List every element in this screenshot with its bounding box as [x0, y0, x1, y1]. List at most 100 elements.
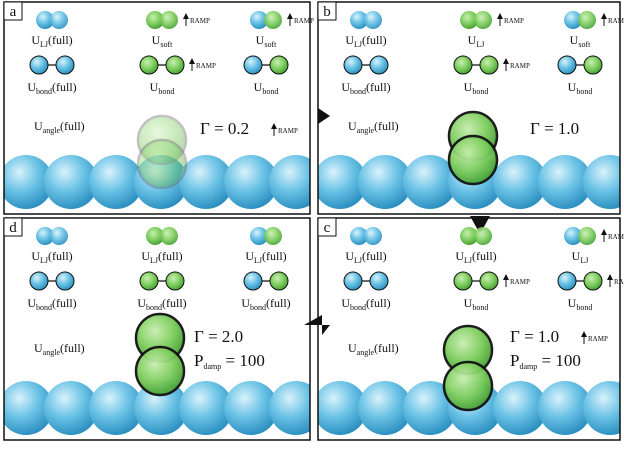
bond-bead — [479, 55, 499, 75]
substrate — [318, 381, 620, 435]
bond-bead — [29, 55, 49, 75]
subscript: angle — [43, 126, 61, 135]
suffix: (full) — [52, 80, 77, 94]
symbol: U — [137, 296, 146, 310]
symbol: U — [464, 296, 473, 310]
suffix: = 100 — [221, 351, 265, 370]
pair-sphere — [350, 11, 368, 29]
subscript: bond — [576, 303, 592, 312]
subscript: angle — [43, 348, 61, 357]
suffix: (full) — [158, 249, 183, 263]
substrate-sphere — [44, 155, 98, 209]
gamma: Γ = 1.0 — [510, 327, 559, 346]
label: Ubond — [254, 80, 279, 96]
gamma: Γ = 1.0 — [530, 119, 579, 138]
symbol: U — [568, 296, 577, 310]
pair-sphere — [364, 227, 382, 245]
label: Uangle(full) — [34, 341, 85, 357]
suffix: (full) — [266, 296, 291, 310]
label: ULJ(full) — [345, 249, 386, 265]
symbol: U — [345, 33, 354, 47]
substrate-sphere — [4, 381, 53, 435]
pair-sphere — [578, 227, 596, 245]
bond-bead — [369, 271, 389, 291]
subscript: soft — [160, 40, 173, 49]
symbol: U — [572, 249, 581, 263]
ramp-label: RAMP — [294, 17, 314, 25]
bond-bead — [269, 271, 289, 291]
polymer-bead — [447, 134, 499, 186]
ramp-label: RAMP — [510, 278, 530, 286]
symbol: U — [256, 33, 265, 47]
label: Pdamp = 100 — [510, 351, 581, 371]
label: Usoft — [152, 33, 173, 49]
pair-sphere — [146, 11, 164, 29]
subscript: bond — [350, 303, 366, 312]
polymer-bead — [136, 138, 188, 190]
bond-bead — [343, 55, 363, 75]
substrate-sphere — [224, 381, 278, 435]
ramp-label: RAMP — [614, 278, 624, 286]
label: Ubond — [568, 80, 593, 96]
subscript: LJ — [40, 40, 48, 49]
symbol: U — [348, 119, 357, 133]
substrate-sphere — [134, 381, 188, 435]
pair-sphere — [36, 227, 54, 245]
symbol: U — [34, 341, 43, 355]
pair-sphere — [250, 11, 268, 29]
flow-arrow — [304, 315, 330, 335]
subscript: LJ — [354, 40, 362, 49]
panel-letter: a — [10, 4, 17, 20]
suffix: = 100 — [537, 351, 581, 370]
subscript: LJ — [464, 256, 472, 265]
label: Ubond(full) — [341, 296, 390, 312]
symbol: U — [31, 33, 40, 47]
subscript: soft — [578, 40, 591, 49]
substrate-sphere — [44, 381, 98, 435]
substrate-sphere — [89, 381, 143, 435]
subscript: bond — [576, 87, 592, 96]
suffix: (full) — [366, 296, 391, 310]
pair-sphere — [578, 11, 596, 29]
symbol: U — [241, 296, 250, 310]
label: ULJ — [468, 33, 485, 49]
panel-border — [3, 1, 311, 215]
flow-arrow — [470, 216, 490, 234]
bond-bead — [343, 271, 363, 291]
label: Ubond — [568, 296, 593, 312]
substrate-sphere — [358, 155, 412, 209]
pair-sphere — [564, 227, 582, 245]
substrate-sphere — [538, 381, 592, 435]
label: Pdamp = 100 — [194, 351, 265, 371]
label: ULJ(full) — [31, 33, 72, 49]
bond-bead — [453, 55, 473, 75]
suffix: (full) — [60, 341, 85, 355]
pair-sphere — [160, 11, 178, 29]
symbol: U — [254, 80, 263, 94]
label: ULJ(full) — [245, 249, 286, 265]
bond-bead — [369, 55, 389, 75]
symbol: U — [150, 80, 159, 94]
panel-letter-box — [317, 1, 337, 21]
label: ULJ(full) — [141, 249, 182, 265]
label: Ubond — [464, 80, 489, 96]
polymer-bead — [134, 345, 186, 397]
substrate-sphere — [583, 381, 620, 435]
symbol: U — [570, 33, 579, 47]
suffix: (full) — [374, 119, 399, 133]
pair-sphere — [264, 11, 282, 29]
ramp-label: RAMP — [196, 62, 216, 70]
panel-border — [317, 1, 621, 215]
bond-bead — [55, 55, 75, 75]
substrate-sphere — [4, 155, 53, 209]
label: ULJ(full) — [455, 249, 496, 265]
bond-bead — [139, 271, 159, 291]
label: Ubond(full) — [27, 80, 76, 96]
ramp-label: RAMP — [608, 17, 624, 25]
label: Ubond — [150, 80, 175, 96]
bond-bead — [165, 271, 185, 291]
pair-sphere — [460, 227, 478, 245]
label: Uangle(full) — [34, 119, 85, 135]
substrate-sphere — [179, 381, 233, 435]
